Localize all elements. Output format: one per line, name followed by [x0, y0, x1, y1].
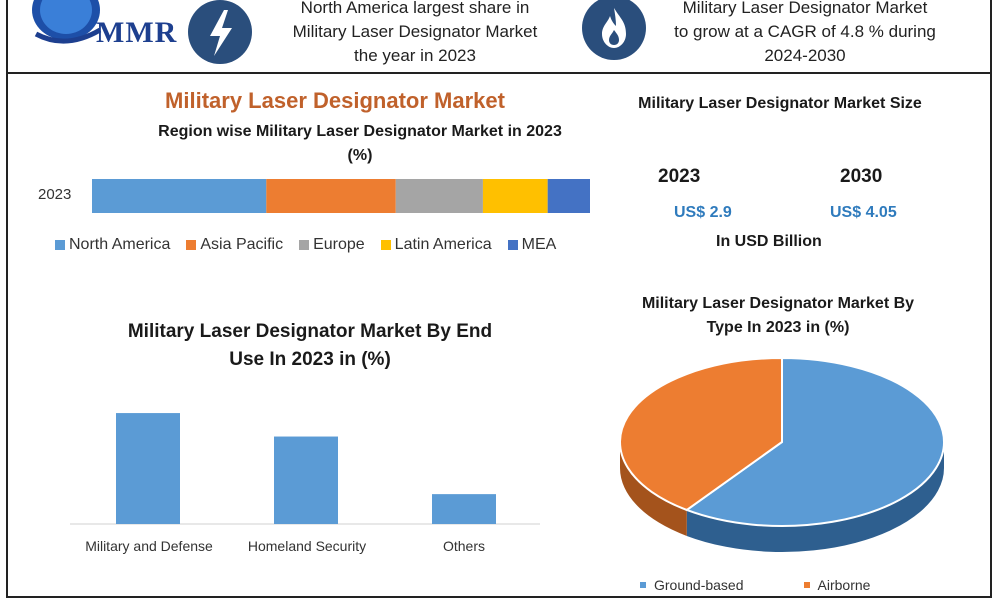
legend-swatch — [186, 240, 197, 250]
flame-icon — [582, 0, 646, 60]
legend-swatch — [640, 582, 646, 588]
legend-swatch — [299, 240, 310, 250]
end-use-category-others: Others — [442, 538, 485, 554]
legend-item-europe: Europe — [299, 236, 365, 254]
logo-text: MMR — [96, 16, 178, 49]
market-size-value-2023: US$ 2.9 — [674, 204, 732, 221]
end-use-bar-homeland-security — [274, 436, 338, 524]
legend-item-north-america: North America — [55, 236, 170, 254]
market-size-title: Military Laser Designator Market Size — [638, 95, 922, 112]
type-pie-legend: Ground-based Airborne — [640, 577, 870, 593]
infographic-frame — [6, 0, 992, 598]
end-use-bar-others — [432, 494, 496, 524]
legend-label: MEA — [521, 236, 557, 253]
region-bar-category-label: 2023 — [38, 186, 72, 203]
legend-item-latin-america: Latin America — [380, 236, 492, 254]
globe-logo-icon — [32, 0, 102, 44]
legend-item-asia-pacific: Asia Pacific — [186, 236, 283, 254]
lightning-icon — [188, 0, 252, 64]
region-segment-mea — [547, 179, 590, 213]
market-size-value-2030: US$ 4.05 — [830, 204, 897, 221]
legend-label: Latin America — [394, 236, 492, 253]
region-segment-latin-america — [482, 179, 548, 213]
header-left-text: North America largest share in Military … — [292, 0, 538, 65]
region-legend: North America Asia Pacific Europe Latin Ame… — [55, 236, 556, 254]
pie-side-airborne — [620, 442, 687, 536]
legend-swatch — [803, 582, 810, 588]
end-use-chart-title: Military Laser Designator Market By End … — [127, 321, 493, 370]
type-chart-title: Military Laser Designator Market By Type… — [641, 295, 915, 336]
header-divider — [6, 72, 992, 74]
region-segment-north-america — [92, 179, 267, 213]
market-size-unit: In USD Billion — [716, 233, 822, 250]
region-stacked-bar — [92, 179, 590, 213]
legend-label: Europe — [313, 236, 365, 253]
header-right-text: Military Laser Designator Market to grow… — [674, 0, 936, 65]
region-segment-europe — [395, 179, 483, 213]
legend-swatch — [55, 240, 65, 250]
type-pie-chart — [619, 356, 945, 552]
legend-label: Asia Pacific — [200, 236, 284, 253]
legend-swatch — [507, 240, 518, 250]
market-size-year-2030: 2030 — [840, 166, 883, 187]
main-title: Military Laser Designator Market — [165, 88, 505, 113]
pie-slice-airborne — [619, 356, 783, 512]
legend-swatch — [380, 240, 391, 250]
legend-label: North America — [69, 236, 171, 253]
legend-item-ground-based: Ground-based — [640, 577, 744, 593]
pie-slice-ground-based — [684, 356, 945, 527]
end-use-bar-military-and-defense — [116, 413, 180, 524]
end-use-category-military: Military and Defense — [85, 538, 213, 554]
region-segment-asia-pacific — [266, 179, 396, 213]
market-size-year-2023: 2023 — [658, 166, 701, 187]
legend-item-mea: MEA — [507, 236, 557, 254]
end-use-bar-chart — [70, 413, 540, 525]
end-use-category-homeland: Homeland Security — [247, 538, 367, 554]
region-chart-title: Region wise Military Laser Designator Ma… — [158, 123, 562, 164]
legend-item-airborne: Airborne — [803, 577, 870, 593]
